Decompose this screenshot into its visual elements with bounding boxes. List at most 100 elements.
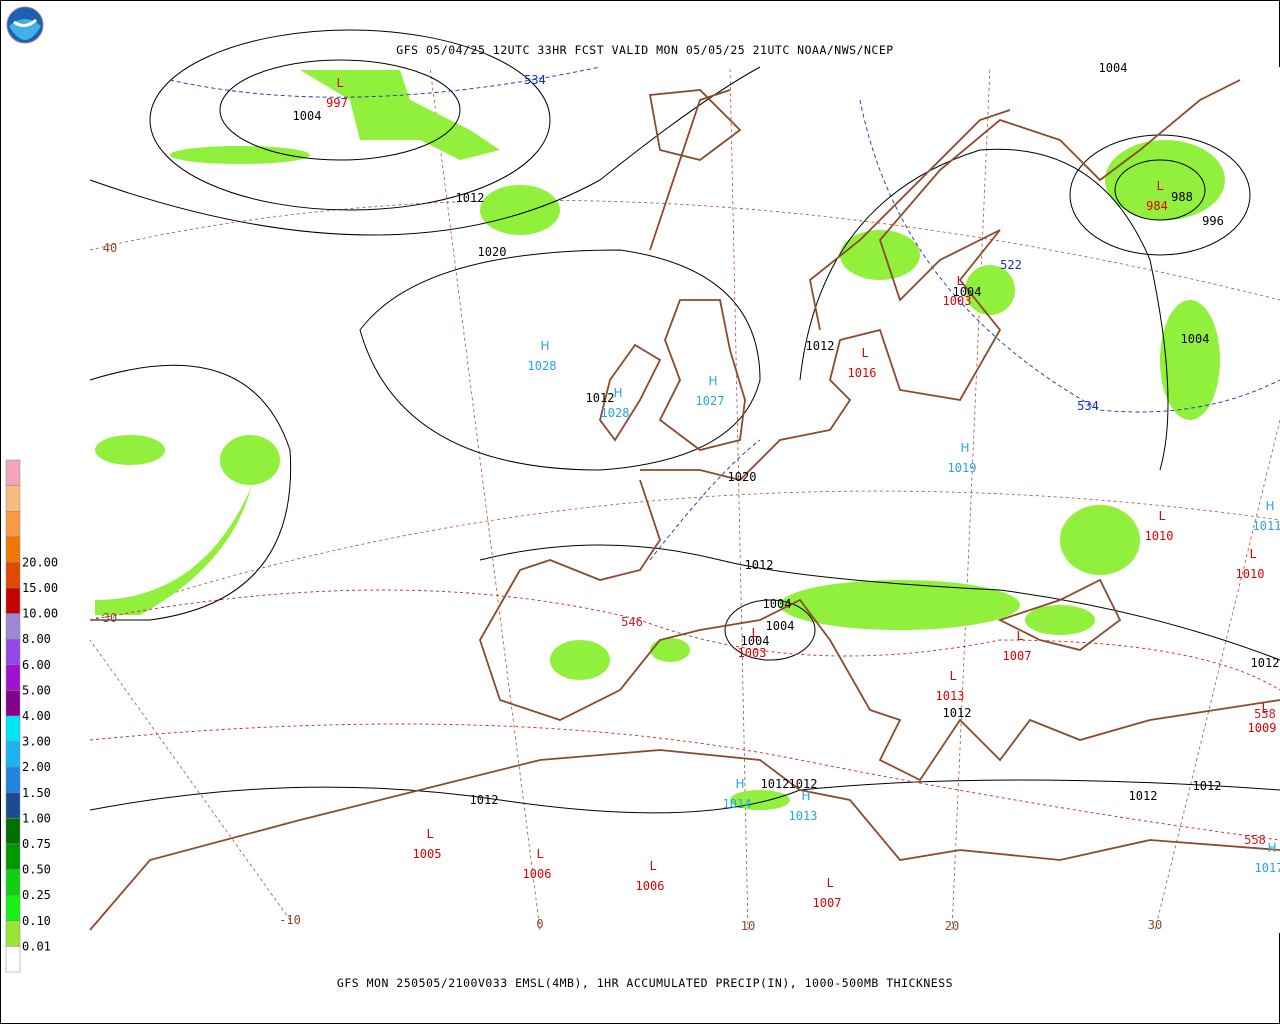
legend-swatch	[5, 485, 21, 512]
legend-swatch	[5, 715, 21, 742]
center-symbol: L	[1017, 629, 1024, 643]
isobar-label: 1012	[789, 777, 818, 791]
map-title: GFS 05/04/25 12UTC 33HR FCST VALID MON 0…	[396, 43, 893, 57]
center-symbol: H	[540, 339, 549, 353]
isobar-label: 996	[1202, 214, 1224, 228]
center-pressure: 1028	[528, 359, 557, 373]
center-symbol: L	[650, 859, 657, 873]
graticule	[89, 66, 1280, 931]
legend-label: 0.01	[22, 939, 51, 953]
center-pressure: 1011	[1253, 519, 1280, 533]
legend-label: 0.50	[22, 863, 51, 877]
center-symbol: H	[801, 789, 810, 803]
center-pressure: 1027	[696, 394, 725, 408]
thickness-labels-warm: 558	[1244, 833, 1266, 847]
center-pressure: 1016	[848, 366, 877, 380]
center-symbol: H	[613, 386, 622, 400]
legend-swatch	[5, 690, 21, 717]
isobar-label: 1004	[1099, 61, 1128, 75]
center-pressure: 1003	[738, 646, 767, 660]
center-symbol: L	[337, 76, 344, 90]
legend-swatch	[5, 562, 21, 589]
center-symbol: L	[427, 827, 434, 841]
center-symbol: H	[1265, 499, 1274, 513]
thickness-labels-cold: 522	[1000, 258, 1022, 272]
legend-swatch	[5, 920, 21, 947]
center-pressure: 984	[1146, 199, 1168, 213]
legend-label: 8.00	[22, 632, 51, 646]
center-symbol: L	[862, 346, 869, 360]
center-symbol: L	[950, 669, 957, 683]
center-symbol: L	[1157, 179, 1164, 193]
isobar-label: 1012	[745, 558, 774, 572]
center-pressure: 1028	[601, 406, 630, 420]
legend-label: 10.00	[22, 607, 58, 621]
noaa-logo	[6, 6, 44, 44]
legend-swatch	[5, 536, 21, 563]
isobar-label: 1004	[763, 597, 792, 611]
coastlines	[89, 79, 1280, 931]
thickness-labels-warm: 546	[621, 615, 643, 629]
center-symbol: L	[1262, 701, 1269, 715]
center-symbol: H	[708, 374, 717, 388]
legend-swatch	[5, 869, 21, 896]
center-pressure: 997	[326, 96, 348, 110]
isobar-label: 1012	[586, 391, 615, 405]
legend-swatch	[5, 664, 21, 691]
center-pressure: 1006	[523, 867, 552, 881]
isobar-label: 1020	[728, 470, 757, 484]
isobar-label: 1012	[1129, 789, 1158, 803]
legend-swatch	[5, 510, 21, 538]
legend-label: 1.50	[22, 786, 51, 800]
thickness-labels-cold: 534	[1077, 399, 1099, 413]
graticule-label: 30	[1148, 918, 1162, 932]
center-symbol: L	[752, 626, 759, 640]
legend-swatch	[5, 792, 21, 819]
isobar-label: 1012	[1193, 779, 1222, 793]
legend-swatch	[5, 843, 21, 870]
graticule-label: 30	[103, 611, 117, 625]
legend-label: 20.00	[22, 555, 58, 569]
center-symbol: L	[957, 274, 964, 288]
isobars	[89, 29, 1280, 814]
center-pressure: 1003	[943, 294, 972, 308]
center-pressure: 1014	[723, 797, 752, 811]
center-pressure: 1010	[1145, 529, 1174, 543]
legend-label: 0.10	[22, 914, 51, 928]
legend-swatch	[5, 818, 21, 845]
center-pressure: 1013	[789, 809, 818, 823]
center-symbol: L	[1159, 509, 1166, 523]
center-pressure: 1006	[636, 879, 665, 893]
precip-areas	[95, 70, 1225, 810]
legend-swatch	[5, 587, 21, 614]
legend-swatch	[5, 459, 21, 486]
legend-label: 3.00	[22, 735, 51, 749]
center-symbol: L	[827, 876, 834, 890]
isobar-label: 1012	[761, 777, 790, 791]
legend-swatch	[5, 741, 21, 768]
map-labels: L997L984H1028H1028H1027L1003L1016H1019L1…	[103, 61, 1280, 933]
legend-label: 5.00	[22, 683, 51, 697]
isobar-label: 1012	[1251, 656, 1280, 670]
isobar-label: 1004	[953, 285, 982, 299]
center-pressure: 1005	[413, 847, 442, 861]
isobar-label: 1012	[806, 339, 835, 353]
center-symbol: H	[735, 777, 744, 791]
graticule-label: 0	[536, 917, 543, 931]
legend-label: 6.00	[22, 658, 51, 672]
graticule-label: 10	[741, 919, 755, 933]
isobar-label: 1012	[456, 191, 485, 205]
center-symbol: L	[1250, 547, 1257, 561]
graticule-label: 40	[103, 241, 117, 255]
legend-label: 4.00	[22, 709, 51, 723]
center-pressure: 1007	[813, 896, 842, 910]
isobar-label: 1012	[943, 706, 972, 720]
legend-label: 0.25	[22, 888, 51, 902]
graticule-label: 20	[945, 919, 959, 933]
precip-legend: 20.00 15.00 10.00 8.00 6.00 5.00 4.00 3.00 2.00 1…	[5, 459, 58, 973]
center-pressure: 1017	[1255, 861, 1280, 875]
legend-swatch	[5, 638, 21, 666]
isobar-label: 1012	[470, 793, 499, 807]
center-symbol: H	[960, 441, 969, 455]
